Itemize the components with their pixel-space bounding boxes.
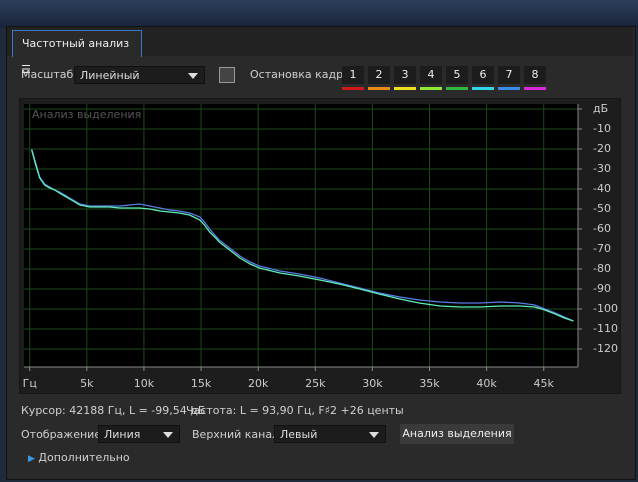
x-tick-label: 15k — [191, 377, 212, 390]
x-tick-label: 5k — [80, 377, 94, 390]
copy-icon[interactable] — [219, 67, 235, 83]
freeze-button[interactable]: 7 — [498, 66, 520, 90]
tab-title: Частотный анализ — [22, 37, 130, 50]
x-tick-label: 45k — [534, 377, 555, 390]
freeze-label: Остановка кадра: — [250, 68, 354, 81]
spectrum-line — [31, 148, 574, 322]
y-tick-label: -70 — [593, 242, 611, 255]
freeze-button[interactable]: 2 — [368, 66, 390, 90]
scale-label: Масштаб: — [21, 68, 77, 81]
window-backdrop — [0, 0, 638, 28]
freeze-button[interactable]: 6 — [472, 66, 494, 90]
freeze-button[interactable]: 3 — [394, 66, 416, 90]
freeze-button[interactable]: 5 — [446, 66, 468, 90]
y-tick-label: -40 — [593, 182, 611, 195]
freeze-button[interactable]: 4 — [420, 66, 442, 90]
freeze-button[interactable]: 8 — [524, 66, 546, 90]
display-label: Отображение: — [21, 428, 105, 441]
y-tick-label: -90 — [593, 282, 611, 295]
tab[interactable]: Частотный анализ ☰ — [12, 30, 142, 76]
y-tick-label: -10 — [593, 122, 611, 135]
scale-dropdown[interactable]: Линейный — [74, 66, 205, 84]
channel-label: Верхний канал: — [192, 428, 283, 441]
frequency-readout: Частота: L = 93,90 Гц, F♯2 +26 центы — [186, 404, 404, 417]
more-toggle[interactable]: ▶ Дополнительно — [28, 451, 130, 464]
x-tick-label: 25k — [305, 377, 326, 390]
y-tick-label: -80 — [593, 262, 611, 275]
y-tick-label: -120 — [593, 342, 618, 355]
more-label: Дополнительно — [38, 451, 130, 464]
y-tick-label: -30 — [593, 162, 611, 175]
freeze-button[interactable]: 1 — [342, 66, 364, 90]
tab-menu-icon[interactable]: ☰ — [21, 63, 31, 76]
y-tick-label: -110 — [593, 322, 618, 335]
x-tick-label: 30k — [362, 377, 383, 390]
cursor-readout: Курсор: 42188 Гц, L = -99,54 дБ — [21, 404, 206, 417]
plot-area — [24, 104, 578, 367]
y-tick-label: -20 — [593, 142, 611, 155]
x-tick-label: 20k — [248, 377, 269, 390]
y-tick-label: -50 — [593, 202, 611, 215]
analyze-button[interactable]: Анализ выделения — [400, 424, 514, 444]
spectrum-chart: Анализ выделения дБ-10-20-30-40-50-60-70… — [19, 98, 621, 394]
y-tick-label: -60 — [593, 222, 611, 235]
spectrum-line — [31, 149, 574, 322]
display-dropdown[interactable]: Линия — [98, 425, 180, 443]
x-tick-label: 35k — [419, 377, 440, 390]
x-tick-label: Гц — [23, 377, 37, 390]
channel-dropdown[interactable]: Левый — [274, 425, 386, 443]
y-tick-label: дБ — [593, 102, 608, 115]
x-tick-label: 40k — [476, 377, 497, 390]
y-tick-label: -100 — [593, 302, 618, 315]
x-tick-label: 10k — [134, 377, 155, 390]
